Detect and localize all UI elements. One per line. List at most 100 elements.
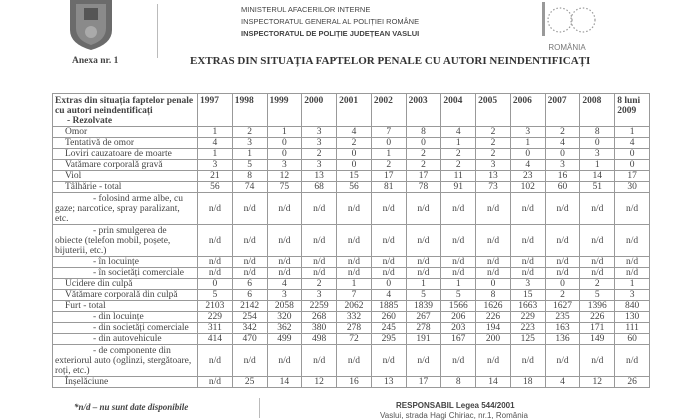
- table-row: Loviri cauzatoare de moarte 1 1 0 2 0 1 2 2 2 0 0 3 0: [52, 148, 650, 160]
- document-title: EXTRAS DIN SITUAȚIA FAPTELOR PENALE CU A…: [190, 55, 591, 67]
- ministry-line: MINISTERUL AFACERILOR INTERNE: [241, 5, 371, 14]
- value-cell: 278: [336, 322, 372, 334]
- value-cell: 191: [405, 333, 442, 345]
- value-cell: 3: [197, 159, 233, 171]
- value-cell: n/d: [614, 256, 650, 268]
- value-cell: 2: [231, 126, 268, 138]
- value-cell: n/d: [336, 344, 372, 377]
- value-cell: 56: [336, 181, 372, 193]
- value-cell: 295: [370, 333, 407, 345]
- value-cell: n/d: [579, 256, 616, 268]
- value-cell: n/d: [370, 267, 407, 279]
- value-cell: n/d: [544, 256, 581, 268]
- value-cell: 203: [440, 322, 477, 334]
- value-cell: 75: [266, 181, 303, 193]
- value-cell: 194: [475, 322, 511, 334]
- value-cell: 16: [544, 170, 581, 182]
- header-sub: - Rezolvate: [67, 116, 113, 126]
- value-cell: 0: [336, 159, 372, 171]
- value-cell: n/d: [301, 192, 338, 225]
- value-cell: n/d: [336, 224, 372, 257]
- value-cell: 56: [197, 181, 233, 193]
- value-cell: n/d: [370, 224, 407, 257]
- romania-100-logo: ROMÂNIA: [536, 0, 598, 58]
- value-cell: 840: [614, 300, 650, 312]
- table-row: - din autovehicule 414 470 499 498 72 295 191 16…: [52, 333, 650, 345]
- value-cell: 2: [440, 148, 477, 160]
- value-cell: 51: [579, 181, 616, 193]
- value-cell: 229: [509, 311, 546, 323]
- value-cell: 1885: [370, 300, 407, 312]
- value-cell: n/d: [509, 192, 546, 225]
- value-cell: n/d: [301, 267, 338, 279]
- value-cell: 2: [301, 278, 338, 290]
- value-cell: 226: [579, 311, 616, 323]
- value-cell: n/d: [405, 224, 442, 257]
- value-cell: n/d: [509, 267, 546, 279]
- responsible-label: RESPONSABIL Legea 544/2001: [396, 401, 515, 410]
- year-header: 1997: [197, 93, 233, 127]
- value-cell: n/d: [405, 267, 442, 279]
- value-cell: 17: [405, 170, 442, 182]
- table-row: Omor 1 2 1 3 4 7 8 4 2 3 2 8 1: [52, 126, 650, 138]
- value-cell: n/d: [231, 192, 268, 225]
- row-label: - în locuințe: [52, 256, 198, 268]
- value-cell: n/d: [197, 256, 233, 268]
- value-cell: 5: [231, 159, 268, 171]
- year-header: 2006: [509, 93, 546, 127]
- value-cell: 8: [579, 126, 616, 138]
- table-row: - din locuințe 229 254 320 268 332 260 267 206 22…: [52, 311, 650, 323]
- value-cell: 1: [579, 159, 616, 171]
- value-cell: 0: [266, 137, 303, 149]
- value-cell: 0: [579, 137, 616, 149]
- value-cell: 229: [197, 311, 233, 323]
- value-cell: 380: [301, 322, 338, 334]
- value-cell: 18: [509, 376, 546, 388]
- value-cell: 111: [614, 322, 650, 334]
- value-cell: n/d: [370, 192, 407, 225]
- footer-divider: [259, 398, 260, 418]
- value-cell: 3: [614, 289, 650, 301]
- value-cell: 8: [231, 170, 268, 182]
- row-label: Înșelăciune: [52, 376, 198, 388]
- value-cell: 5: [197, 289, 233, 301]
- value-cell: n/d: [475, 344, 511, 377]
- value-cell: 4: [336, 126, 372, 138]
- crime-statistics-table: Extras din situația faptelor penale cu a…: [52, 93, 650, 388]
- value-cell: 136: [544, 333, 581, 345]
- value-cell: 0: [614, 148, 650, 160]
- value-cell: n/d: [614, 267, 650, 279]
- value-cell: 4: [370, 289, 407, 301]
- value-cell: 1396: [579, 300, 616, 312]
- value-cell: n/d: [614, 224, 650, 257]
- row-label: - din locuințe: [52, 311, 198, 323]
- value-cell: 0: [544, 278, 581, 290]
- value-cell: 4: [197, 137, 233, 149]
- value-cell: 0: [370, 137, 407, 149]
- value-cell: 226: [475, 311, 511, 323]
- value-cell: n/d: [197, 376, 233, 388]
- value-cell: 1: [231, 148, 268, 160]
- value-cell: n/d: [266, 256, 303, 268]
- value-cell: 4: [544, 376, 581, 388]
- row-label: Furt - total: [52, 300, 198, 312]
- value-cell: 60: [544, 181, 581, 193]
- value-cell: 2: [301, 148, 338, 160]
- value-cell: n/d: [440, 267, 477, 279]
- value-cell: n/d: [614, 344, 650, 377]
- value-cell: 163: [544, 322, 581, 334]
- row-label: Vătămare corporală din culpă: [52, 289, 198, 301]
- value-cell: 200: [475, 333, 511, 345]
- row-label: - de componente din exteriorul auto (ogl…: [52, 344, 198, 377]
- value-cell: 130: [614, 311, 650, 323]
- value-cell: 1: [197, 126, 233, 138]
- value-cell: 1: [405, 278, 442, 290]
- value-cell: n/d: [266, 267, 303, 279]
- logo-text: ROMÂNIA: [548, 43, 586, 52]
- value-cell: n/d: [197, 192, 233, 225]
- value-cell: 16: [336, 376, 372, 388]
- value-cell: n/d: [475, 267, 511, 279]
- row-label: - în societăți comerciale: [52, 267, 198, 279]
- value-cell: 267: [405, 311, 442, 323]
- row-label: - prin smulgerea de obiecte (telefon mob…: [52, 224, 198, 257]
